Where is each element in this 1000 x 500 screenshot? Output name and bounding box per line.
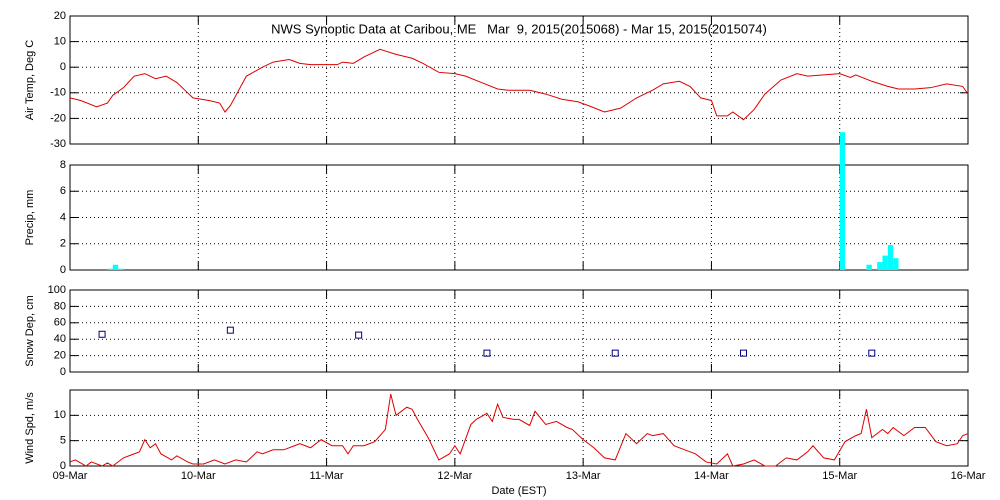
y-tick-label: 0 [60,61,66,73]
bar [887,245,894,270]
x-tick-label: 13-Mar [566,470,601,482]
y-tick-label: 20 [54,350,66,362]
point [355,331,363,339]
y-axis-label: Air Temp, Deg C [24,40,36,121]
y-tick-label: 5 [60,435,66,447]
y-tick-label: 40 [54,333,66,345]
y-tick-label: 10 [54,36,66,48]
x-tick-label: 15-Mar [822,470,857,482]
x-tick-label: 14-Mar [694,470,729,482]
x-tick-label: 11-Mar [310,470,344,482]
y-tick-label: 0 [60,366,66,378]
line [69,393,969,467]
y-tick-label: 100 [48,284,66,296]
x-tick-label: 12-Mar [437,470,472,482]
point [868,349,876,357]
plot-frame [69,15,969,145]
y-tick-label: 20 [54,10,66,22]
y-tick-label: 6 [60,185,66,197]
y-tick-label: -30 [50,138,66,150]
bar [893,258,899,270]
point [483,349,491,357]
y-tick-label: 4 [60,211,66,223]
bar [112,264,119,270]
y-tick-label: 2 [60,238,66,250]
bar [839,132,846,270]
y-axis-label: Precip, mm [24,190,36,246]
line [69,48,969,121]
x-tick-label: 09-Mar [53,470,88,482]
y-tick-label: 60 [54,317,66,329]
x-axis-label: Date (EST) [491,485,546,497]
bar [866,264,872,270]
point [98,330,106,338]
point [740,349,747,357]
y-tick-label: 0 [60,264,66,276]
x-tick-label: 16-Mar [951,470,986,482]
y-tick-label: -20 [50,112,66,124]
plot-frame [69,164,969,271]
y-tick-label: 10 [54,409,66,421]
bar [107,268,113,270]
plot-frame [69,389,969,467]
point [611,349,619,357]
y-axis-label: Wind Spd, m/s [24,392,36,464]
point [226,326,234,334]
plot-frame [69,289,969,373]
bar [877,262,883,270]
bar [882,255,888,270]
bar [118,268,124,270]
chart-title: NWS Synoptic Data at Caribou, ME Mar 9, … [271,21,767,36]
y-tick-label: -10 [50,87,66,99]
y-axis-label: Snow Dep, cm [24,295,36,367]
y-tick-label: 0 [60,460,66,472]
y-tick-label: 8 [60,159,66,171]
y-tick-label: 80 [54,300,66,312]
x-tick-label: 10-Mar [181,470,216,482]
